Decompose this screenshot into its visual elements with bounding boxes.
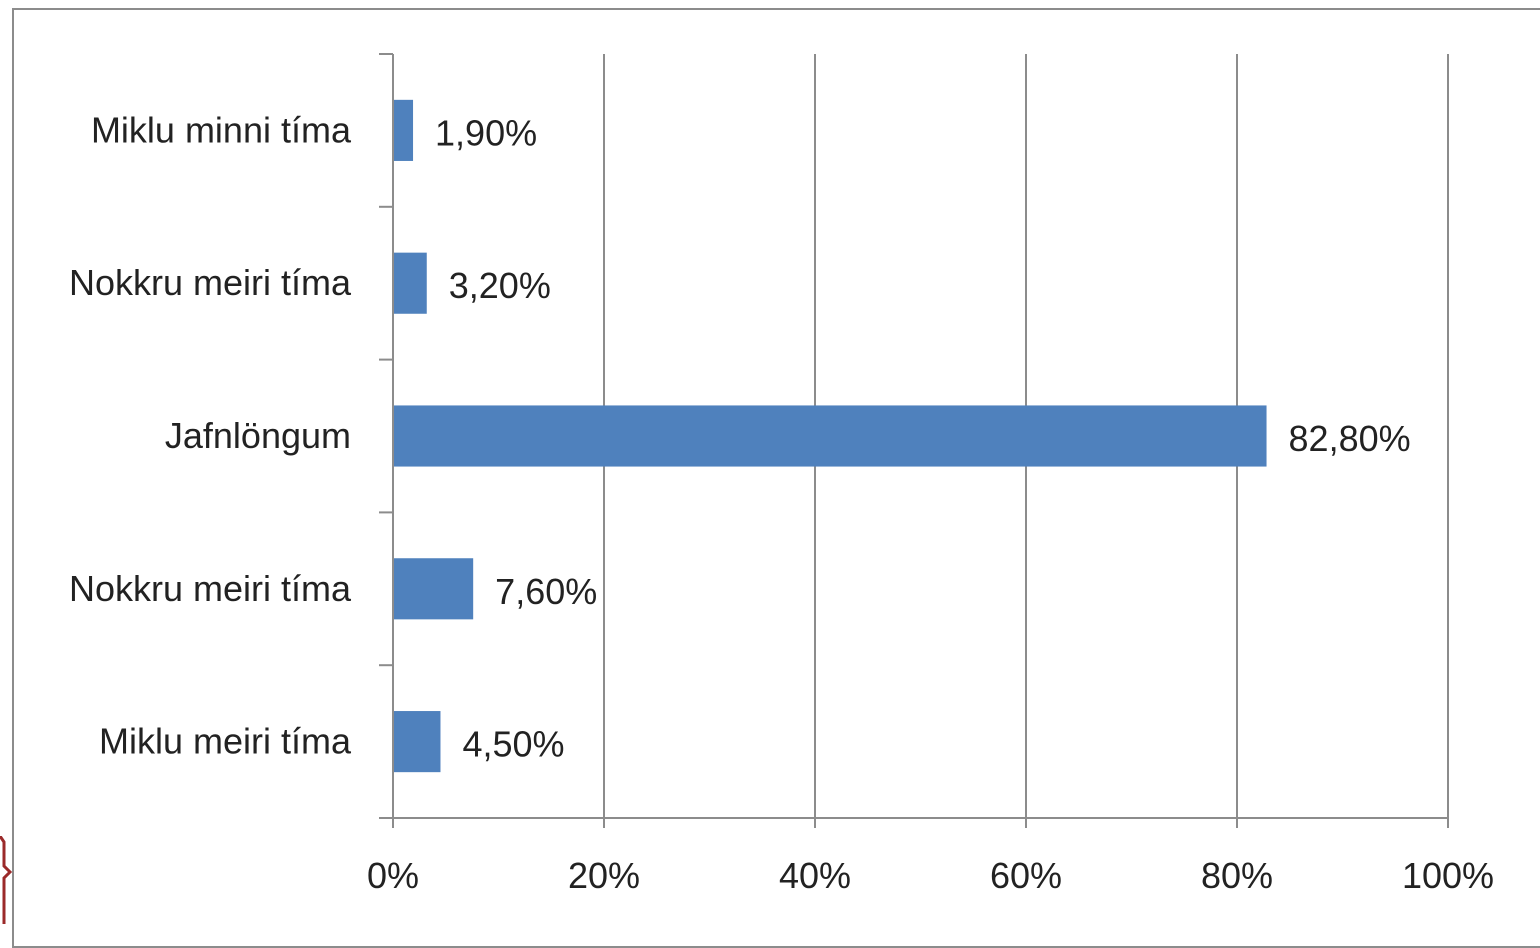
x-tick-label: 20% — [568, 855, 640, 896]
axes — [379, 53, 1449, 828]
data-label: 1,90% — [435, 112, 537, 153]
bar-chart: 0% 20% 40% 60% 80% 100% Miklu minni tíma 1,90% N… — [69, 53, 1494, 896]
bar — [393, 558, 474, 620]
category-label: Miklu minni tíma — [91, 109, 352, 150]
edge-fragment — [0, 836, 13, 924]
bar — [393, 711, 441, 773]
category-label: Nokkru meiri tíma — [69, 568, 352, 609]
x-tick-label: 60% — [990, 855, 1062, 896]
x-tick-label: 80% — [1201, 855, 1273, 896]
bar — [393, 99, 414, 161]
labels: 0% 20% 40% 60% 80% 100% Miklu minni tíma 1,90% N… — [69, 109, 1494, 896]
x-tick-label: 0% — [367, 855, 419, 896]
data-label: 7,60% — [495, 571, 597, 612]
data-label: 4,50% — [462, 724, 564, 765]
category-label: Nokkru meiri tíma — [69, 262, 352, 303]
data-label: 3,20% — [449, 265, 551, 306]
category-label: Miklu meiri tíma — [99, 721, 352, 762]
bar — [393, 252, 427, 314]
bar — [393, 405, 1267, 467]
chart-frame — [12, 8, 1540, 948]
category-label: Jafnlöngum — [165, 415, 351, 456]
data-label: 82,80% — [1289, 418, 1411, 459]
x-tick-label: 100% — [1402, 855, 1494, 896]
bars — [393, 99, 1267, 773]
x-tick-label: 40% — [779, 855, 851, 896]
